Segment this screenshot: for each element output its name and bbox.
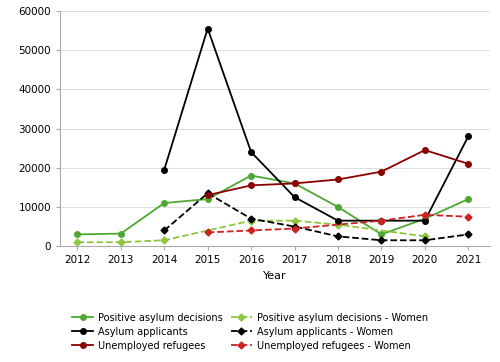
X-axis label: Year: Year <box>263 271 287 281</box>
Legend: Positive asylum decisions, Asylum applicants, Unemployed refugees, Positive asyl: Positive asylum decisions, Asylum applic… <box>69 310 431 354</box>
